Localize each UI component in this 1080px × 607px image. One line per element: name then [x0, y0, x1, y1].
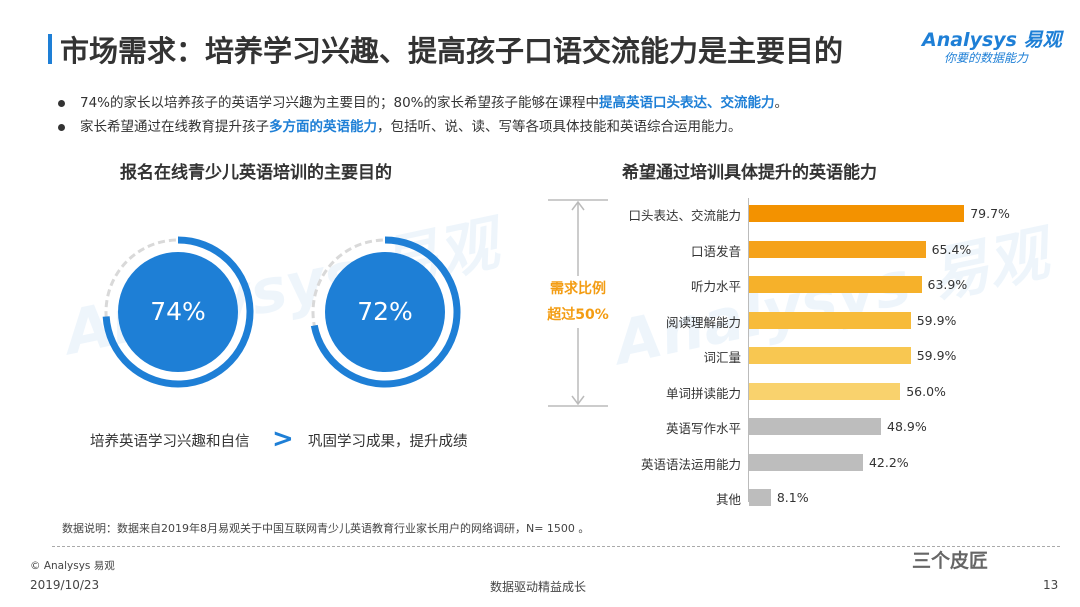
bullet-item: 74%的家长以培养孩子的英语学习兴趣为主要目的；80%的家长希望孩子能够在课程中…	[56, 92, 1056, 116]
donut-chart-results: 72%	[310, 236, 461, 388]
page-title: 市场需求：培养学习兴趣、提高孩子口语交流能力是主要目的	[60, 34, 844, 68]
bullet-highlight: 多方面的英语能力	[269, 119, 377, 135]
footer-slogan: 数据驱动精益成长	[490, 580, 587, 594]
bar-value-label: 8.1%	[776, 490, 809, 505]
copyright: © Analysys 易观	[30, 560, 115, 572]
footer-date: 2019/10/23	[30, 578, 100, 592]
bar-mark	[749, 311, 911, 329]
logo-main-text: Analysys 易观	[922, 29, 1062, 51]
donut-arc	[102, 236, 254, 388]
bar-value-label: 79.7%	[970, 206, 1010, 221]
donut-chart-interest: 74%	[102, 236, 254, 388]
donut-caption: 巩固学习成果，提升成绩	[308, 434, 468, 450]
bullet-text: 家长希望通过在线教育提升孩子	[80, 119, 269, 135]
logo-sub-text: 你要的数据能力	[944, 51, 1029, 65]
annotation-line: 超过50%	[547, 307, 609, 323]
bar-value-label: 56.0%	[906, 383, 946, 399]
bar-value-label: 63.9%	[927, 277, 968, 292]
bullet-text: 74%的家长以培养孩子的英语学习兴趣为主要目的；80%的家长希望孩子能够在课程中	[80, 95, 600, 111]
donut-center	[118, 252, 238, 372]
bullet-item: 家长希望通过在线教育提升孩子多方面的英语能力，包括听、说、读、写等各项具体技能和…	[56, 116, 1056, 140]
bar-axis-line	[748, 198, 749, 502]
bar-category-label: 口语发音	[690, 243, 741, 259]
bar-mark	[749, 418, 882, 435]
greater-than-icon: >	[272, 424, 294, 454]
data-note: 数据说明：数据来自2019年8月易观关于中国互联网青少儿英语教育行业家长用户的网…	[62, 522, 590, 535]
footer-divider	[52, 546, 1060, 547]
bar-category-label: 英语语法运用能力	[640, 456, 741, 472]
bar-category-label: 其他	[715, 492, 741, 507]
donut-arc	[310, 236, 461, 388]
donut-value-label: 72%	[357, 297, 413, 326]
wechat-watermark: 三个皮匠	[912, 550, 989, 572]
bullet-list: 74%的家长以培养孩子的英语学习兴趣为主要目的；80%的家长希望孩子能够在课程中…	[56, 92, 1056, 140]
bar-category-label: 单词拼读能力	[665, 385, 741, 401]
bar-category-label: 口头表达、交流能力	[628, 208, 741, 223]
page-number: 13	[1043, 578, 1059, 592]
analysys-logo: Analysys 易观 你要的数据能力	[922, 25, 1062, 75]
bar-mark	[749, 453, 863, 471]
bullet-text: 。	[774, 95, 789, 111]
bullet-highlight: 提高英语口头表达、交流能力	[599, 95, 775, 111]
bar-mark	[749, 347, 911, 364]
donut-value-label: 74%	[150, 297, 206, 326]
bullet-dot-icon	[58, 124, 65, 131]
bar-category-label: 听力水平	[690, 279, 741, 294]
donut-center	[325, 252, 445, 372]
bar-category-label: 词汇量	[703, 350, 741, 365]
bar-value-label: 65.4%	[931, 241, 972, 257]
bar-mark	[749, 205, 965, 222]
bar-mark	[749, 240, 926, 258]
right-chart-title: 希望通过培训具体提升的英语能力	[622, 163, 877, 183]
bar-category-label: 阅读理解能力	[665, 314, 741, 330]
bar-mark	[749, 382, 901, 400]
annotation-line: 需求比例	[550, 281, 606, 297]
bar-mark	[749, 276, 922, 293]
bar-value-label: 59.9%	[916, 348, 957, 363]
bullet-text: ，包括听、说、读、写等各项具体技能和英语综合运用能力。	[377, 119, 742, 135]
bar-category-label: 英语写作水平	[665, 421, 741, 436]
bar-value-label: 48.9%	[887, 419, 927, 434]
bar-mark	[749, 489, 771, 506]
left-chart-title: 报名在线青少儿英语培训的主要目的	[120, 163, 392, 183]
annotation-text: 需求比例 超过50%	[538, 276, 618, 328]
donut-caption: 培养英语学习兴趣和自信	[90, 434, 250, 450]
bullet-dot-icon	[58, 100, 65, 107]
bar-value-label: 59.9%	[916, 312, 957, 328]
title-accent-bar	[48, 34, 52, 64]
bar-value-label: 42.2%	[868, 454, 909, 470]
